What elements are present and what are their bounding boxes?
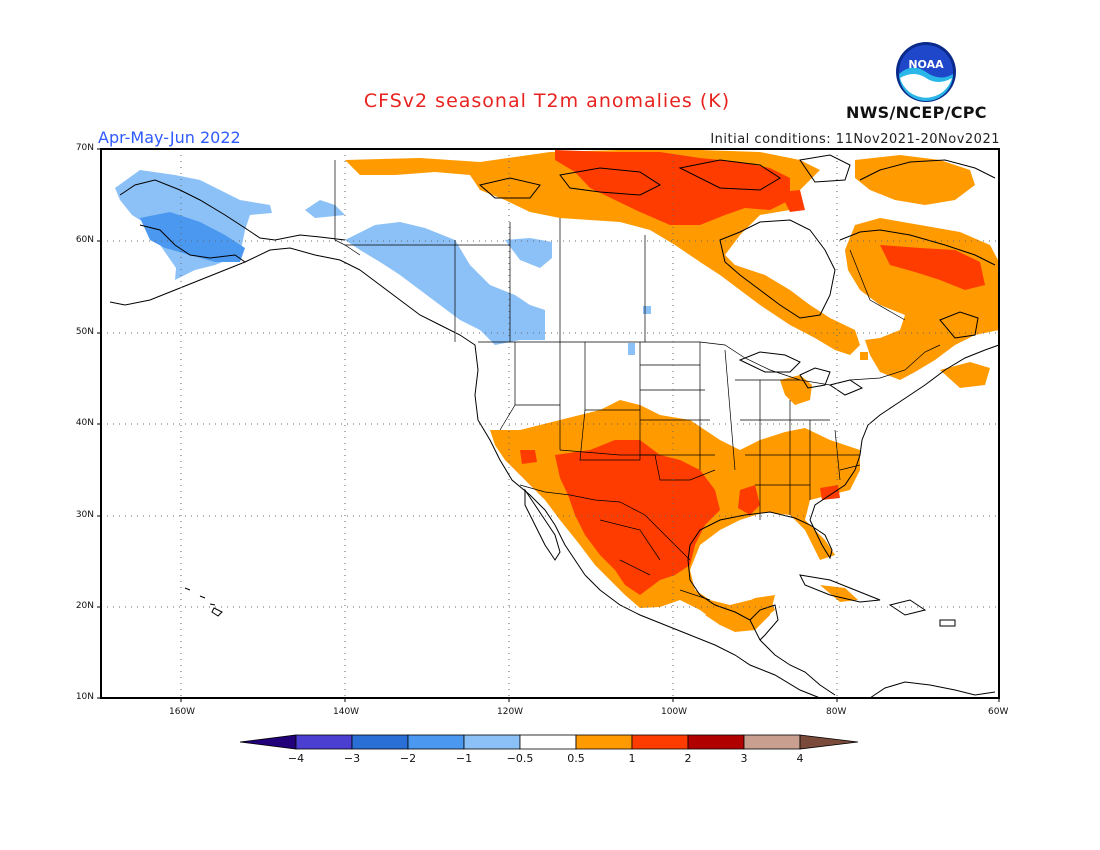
colorbar-swatch-4 [463, 734, 521, 750]
maritimes-warm [940, 362, 990, 388]
colorbar-swatch-2 [351, 734, 409, 750]
svg-text:NOAA: NOAA [908, 58, 944, 71]
agency-label: NWS/NCEP/CPC [846, 103, 987, 122]
colorbar-swatch-6 [575, 734, 633, 750]
lat-label-50n: 50N [75, 327, 94, 337]
forecast-period: Apr-May-Jun 2022 [98, 128, 241, 147]
colorbar-arrow-low [239, 734, 297, 750]
lon-label-60w: 60W [988, 707, 1009, 717]
colorbar-label: −3 [343, 752, 361, 765]
colorbar-label: −0.5 [506, 752, 534, 765]
colorbar-arrow-high [799, 734, 859, 750]
lon-label-80w: 80W [826, 707, 847, 717]
map-plot-area [97, 148, 1000, 702]
coastlines [109, 154, 1000, 699]
noaa-logo: NOAA [896, 42, 956, 102]
lon-label-160w: 160W [169, 707, 196, 717]
colorbar-label: −1 [455, 752, 473, 765]
colorbar-label: −4 [287, 752, 305, 765]
colorbar-label: 3 [740, 752, 748, 765]
pacific-northwest-cool [345, 222, 545, 345]
lat-label-60n: 60N [75, 235, 94, 245]
southeast-us-warm-hot-2 [820, 485, 840, 500]
colorbar-label: 1 [628, 752, 636, 765]
central-america-warm [705, 595, 775, 632]
warm-dot-2 [860, 352, 868, 360]
lat-label-30n: 30N [75, 510, 94, 520]
lon-label-140w: 140W [333, 707, 360, 717]
initial-conditions: Initial conditions: 11Nov2021-20Nov2021 [710, 132, 1000, 147]
quebec-hot [880, 245, 985, 290]
colorbar-swatch-7 [631, 734, 689, 750]
southeast-us-warm-hot-1 [738, 485, 760, 515]
colorbar-swatch-8 [687, 734, 745, 750]
cool-dot-2 [628, 343, 635, 355]
nunavut-hot [555, 150, 790, 225]
political-boundaries [334, 160, 941, 601]
lat-label-70n: 70N [75, 143, 94, 153]
colorbar-swatch-5 [519, 734, 577, 750]
lat-label-20n: 20N [75, 601, 94, 611]
greenland-warm [855, 155, 975, 205]
ohio-valley-warm [780, 375, 812, 405]
warm-dot-1 [875, 345, 887, 357]
lat-label-40n: 40N [75, 418, 94, 428]
canada-cool-patch [505, 238, 552, 268]
baffin-hot [780, 190, 805, 212]
colorbar-swatch-3 [407, 734, 465, 750]
southeast-us-warm-hot-3 [520, 450, 537, 464]
colorbar-swatch-9 [743, 734, 801, 750]
colorbar-label: −2 [399, 752, 417, 765]
cool-dot-1 [643, 306, 651, 314]
map-title: CFSv2 seasonal T2m anomalies (K) [363, 90, 731, 112]
cuba-warm [820, 585, 858, 602]
western-alaska-cool [140, 212, 245, 262]
colorbar-swatch-1 [295, 734, 353, 750]
colorbar-label: 2 [684, 752, 692, 765]
southern-plains-mexico-hot [555, 440, 720, 595]
lon-label-120w: 120W [497, 707, 524, 717]
lon-label-100w: 100W [661, 707, 688, 717]
lat-label-10n: 10N [75, 692, 94, 702]
colorbar-label: 4 [796, 752, 804, 765]
colorbar-label: 0.5 [567, 752, 585, 765]
